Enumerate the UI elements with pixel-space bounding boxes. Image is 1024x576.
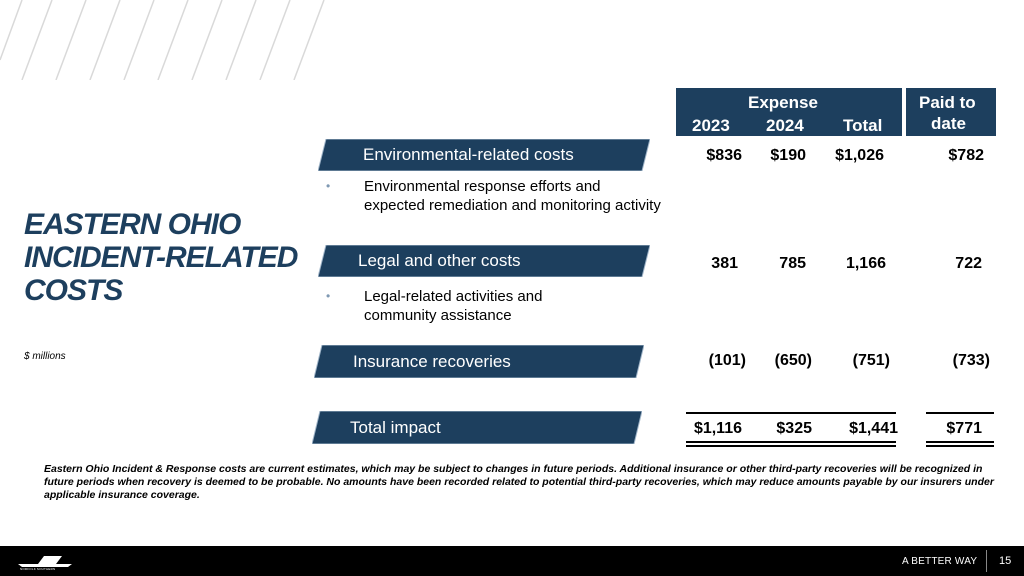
total-bottom-rule-paid-2: [926, 445, 994, 447]
total-header: Total: [843, 116, 883, 135]
decorative-stripes: [0, 0, 325, 80]
env-total-value: $1,026: [835, 147, 884, 164]
legal-bullet-text: Legal-related activities and community a…: [364, 288, 543, 324]
expense-header: Expense 2023 2024 Total: [676, 88, 902, 136]
title-line-3: COSTS: [24, 274, 123, 307]
logo-wordmark: NORFOLK SOUTHERN: [20, 567, 56, 571]
legal-costs-banner: Legal and other costs: [318, 245, 650, 277]
total-2024-value: $325: [776, 420, 812, 437]
ins-2023-value: (101): [708, 352, 746, 369]
page-title: EASTERN OHIO INCIDENT-RELATED COSTS: [24, 208, 314, 307]
paid-to-date-header: Paid to date: [906, 88, 996, 136]
environmental-bullet-text: Environmental response efforts and expec…: [364, 178, 661, 214]
total-2023-value: $1,116: [693, 420, 742, 437]
footer-bar: [0, 546, 1024, 576]
banner-shape: [314, 345, 644, 378]
ins-2024-value: (650): [774, 352, 812, 369]
total-top-rule-expense: [686, 412, 896, 414]
legal-2023-value: 381: [711, 255, 738, 272]
banner-shape: [318, 245, 650, 277]
legal-total-value: 1,166: [845, 255, 886, 272]
total-top-rule-paid: [926, 412, 994, 414]
legal-2024-value: 785: [779, 255, 806, 272]
ins-paid-value: (733): [952, 352, 990, 369]
banner-shape: [318, 139, 650, 171]
insurance-recoveries-banner: Insurance recoveries: [314, 345, 644, 378]
year-2023-header: 2023: [692, 116, 730, 135]
total-total-value: $1,441: [849, 420, 898, 437]
ns-logo-icon: [18, 556, 72, 567]
legal-paid-value: 722: [955, 255, 982, 272]
env-2024-value: $190: [770, 147, 806, 164]
title-line-1: EASTERN OHIO: [24, 208, 241, 241]
norfolk-southern-logo: NORFOLK SOUTHERN: [18, 554, 78, 575]
title-line-2: INCIDENT-RELATED: [24, 241, 298, 274]
paid-header-line2: date: [931, 114, 966, 133]
insurance-recoveries-label: Insurance recoveries: [353, 352, 511, 371]
footnote: Eastern Ohio Incident & Response costs a…: [44, 463, 994, 501]
year-2024-header: 2024: [766, 116, 804, 135]
total-bottom-rule-paid-1: [926, 441, 994, 443]
ins-total-value: (751): [852, 352, 890, 369]
tagline: A BETTER WAY: [902, 556, 978, 567]
environmental-costs-banner: Environmental-related costs: [318, 139, 650, 171]
total-impact-banner: Total impact: [312, 411, 642, 444]
total-paid-value: $771: [946, 420, 982, 437]
paid-header-line1: Paid to: [919, 93, 976, 112]
bullet-dot: •: [326, 289, 331, 303]
page-number: 15: [999, 555, 1012, 567]
bullet-dot: •: [326, 179, 331, 193]
total-bottom-rule-expense-1: [686, 441, 896, 443]
total-impact-label: Total impact: [350, 418, 441, 437]
env-2023-value: $836: [706, 147, 742, 164]
expense-label: Expense: [748, 93, 818, 112]
footer-divider: [986, 550, 987, 572]
legal-costs-label: Legal and other costs: [358, 251, 521, 270]
env-paid-value: $782: [948, 147, 984, 164]
total-bottom-rule-expense-2: [686, 445, 896, 447]
units-note: $ millions: [24, 351, 66, 362]
environmental-costs-label: Environmental-related costs: [363, 145, 574, 164]
banner-shape: [312, 411, 642, 444]
